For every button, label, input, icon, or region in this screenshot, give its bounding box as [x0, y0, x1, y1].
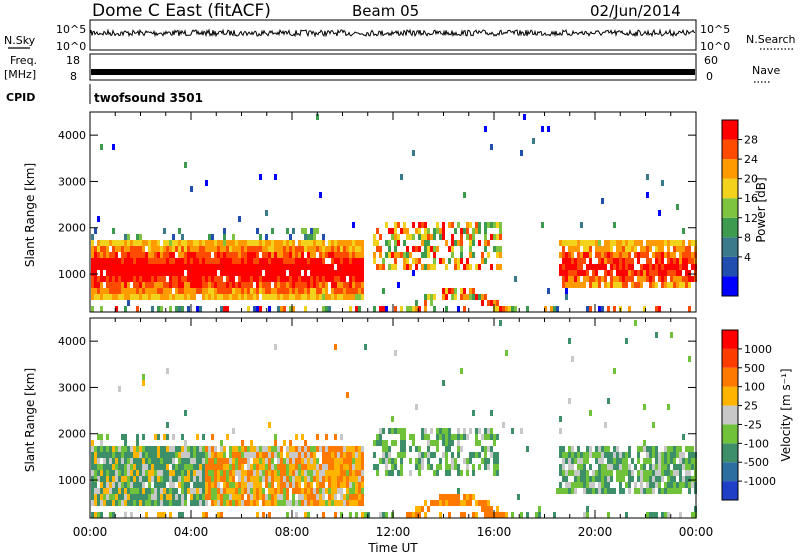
colorbar-tick-label: 4	[744, 251, 751, 264]
colorbar-segment	[722, 139, 738, 160]
power-panel: 1000 2000 3000 4000	[58, 111, 697, 313]
x-axis-label: Time UT	[367, 541, 418, 554]
colorbar-segment	[722, 443, 738, 463]
y-tick-label: 2000	[58, 222, 86, 235]
velocity-colorbar-label: Velocity [m s⁻¹]	[779, 368, 793, 461]
beam-label: Beam 05	[352, 2, 419, 20]
colorbar-tick-label: 500	[744, 362, 765, 375]
colorbar-tick-label: 28	[744, 134, 758, 147]
colorbar-tick-label: 20	[744, 173, 758, 186]
power-colorbar-label: Power [dB]	[754, 177, 768, 242]
cpid-label: CPID	[6, 91, 35, 104]
x-tick-label: 00:00	[679, 525, 714, 539]
colorbar-segment	[722, 276, 738, 296]
nave-tick-bottom: 0	[706, 70, 713, 83]
colorbar-tick-label: 12	[744, 212, 758, 225]
colorbar-segment	[722, 159, 738, 179]
colorbar-tick-label: 25	[744, 400, 758, 413]
x-tick-label: 00:00	[73, 525, 108, 539]
x-tick-label: 12:00	[376, 525, 411, 539]
colorbar-tick-label: 16	[744, 192, 758, 205]
nave-label: Nave	[752, 64, 780, 77]
y-tick-label: 4000	[58, 129, 86, 142]
colorbar-segment	[722, 405, 738, 425]
power-cells	[91, 114, 697, 312]
colorbar-tick-label: 100	[744, 381, 765, 394]
colorbar-segment	[722, 386, 738, 406]
nsky-label: N.Sky	[4, 34, 36, 47]
y-tick-label: 4000	[58, 335, 86, 348]
nsearch-tick-bottom: 10^0	[700, 40, 730, 53]
x-tick-label: 04:00	[174, 525, 209, 539]
colorbar-segment	[722, 256, 738, 277]
colorbar-tick-label: 24	[744, 153, 758, 166]
y-tick-label: 3000	[58, 175, 86, 188]
plot-title: Dome C East (fitACF)	[92, 1, 271, 21]
date-label: 02/Jun/2014	[590, 2, 681, 20]
colorbar-tick-label: -100	[744, 437, 769, 450]
colorbar-segment	[722, 462, 738, 482]
colorbar-tick-label: -1000	[744, 475, 776, 488]
power-colorbar: 28 24 20 16 12 8 4	[721, 119, 758, 297]
nsky-strip	[89, 19, 697, 51]
colorbar-segment	[722, 481, 738, 500]
freq-unit: [MHz]	[4, 68, 36, 81]
freq-label: Freq.	[10, 54, 37, 67]
y-tick-label: 1000	[58, 268, 86, 281]
colorbar-segment	[722, 198, 738, 218]
freq-strip	[89, 53, 697, 81]
freq-tick-bottom: 8	[70, 70, 77, 83]
colorbar-tick-label: 1000	[744, 343, 772, 356]
x-tick-label: 08:00	[275, 525, 310, 539]
colorbar-segment	[722, 217, 738, 238]
colorbar-segment	[722, 424, 738, 444]
nsearch-tick-top: 10^5	[700, 23, 730, 36]
nsky-tick-top: 10^5	[56, 23, 86, 36]
colorbar-segment	[722, 330, 738, 349]
power-ylabel: Slant Range [km]	[23, 163, 37, 267]
x-tick-label: 20:00	[578, 525, 613, 539]
colorbar-segment	[722, 237, 738, 257]
y-tick-label: 1000	[58, 474, 86, 487]
x-tick-label: 16:00	[477, 525, 512, 539]
freq-tick-top: 18	[66, 54, 80, 67]
colorbar-tick-label: -25	[744, 418, 762, 431]
colorbar-segment	[722, 120, 738, 140]
y-tick-label: 3000	[58, 381, 86, 394]
velocity-colorbar: 1000 500 100 25 -25 -100 -500 -1000	[721, 329, 776, 501]
colorbar-segment	[722, 367, 738, 387]
velocity-panel: 1000 2000 3000 4000 00:00 04:00 08:00 12:00 16:0…	[58, 317, 714, 539]
y-tick-label: 2000	[58, 428, 86, 441]
freq-trace	[91, 69, 695, 75]
velocity-ylabel: Slant Range [km]	[23, 368, 37, 472]
colorbar-segment	[722, 178, 738, 199]
colorbar-tick-label: 8	[744, 231, 751, 244]
colorbar-segment	[722, 348, 738, 368]
nsearch-label: N.Search	[746, 33, 796, 46]
colorbar-tick-label: -500	[744, 456, 769, 469]
cpid-value: twofsound 3501	[94, 91, 203, 105]
nave-tick-top: 60	[704, 54, 718, 67]
nsky-tick-bottom: 10^0	[56, 40, 86, 53]
nsky-trace	[90, 28, 696, 38]
